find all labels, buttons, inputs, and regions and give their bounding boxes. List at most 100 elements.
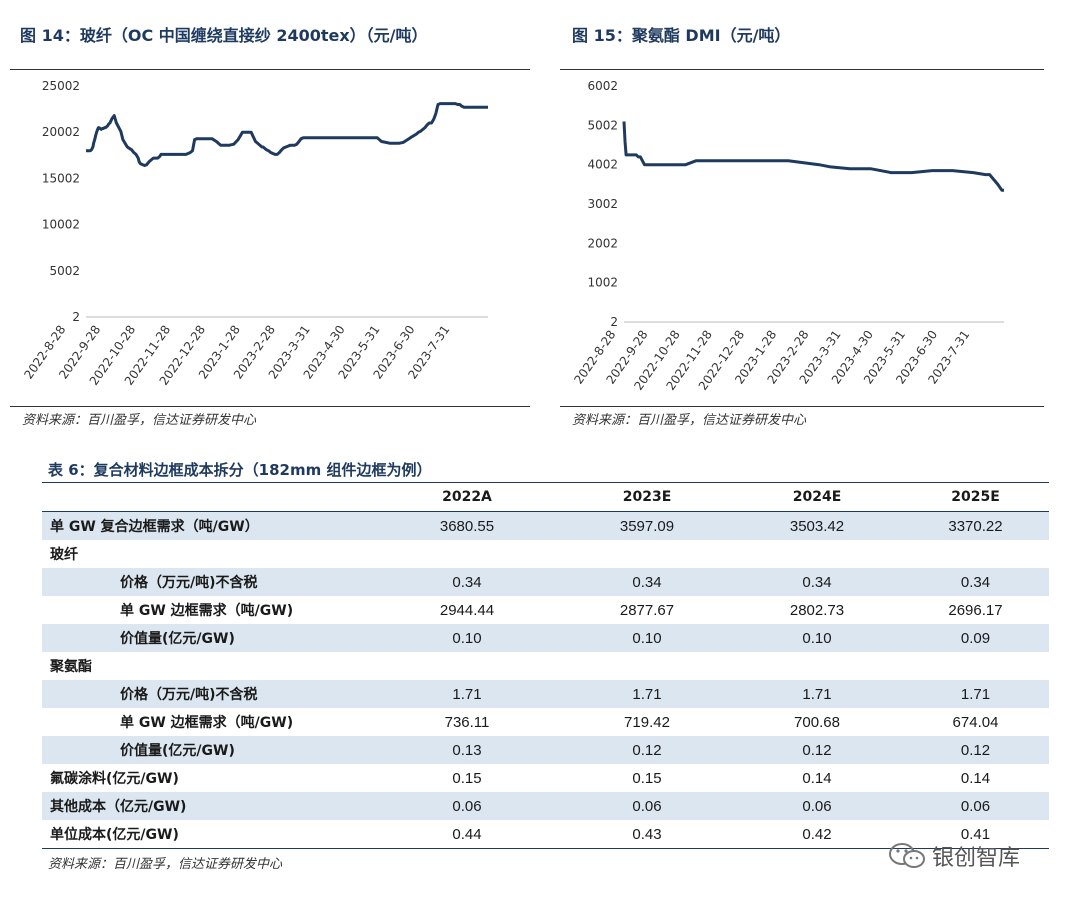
table-cell [372, 652, 562, 680]
y-tick-label: 5002 [587, 118, 618, 132]
table-cell: 0.41 [902, 820, 1049, 849]
figure-14-chart: 25002200021500210002500222022-8-282022-9… [21, 79, 488, 388]
figure-15-source: 资料来源：百川盈孚，信达证券研发中心 [572, 413, 807, 428]
table-cell: 3503.42 [732, 511, 902, 540]
row-label: 氟碳涂料(亿元/GW) [50, 771, 179, 787]
y-tick-label: 2002 [587, 236, 618, 250]
table-cell: 0.06 [732, 792, 902, 820]
figure-15-bottom-rule [560, 406, 1044, 407]
table-cell: 1.71 [372, 680, 562, 708]
row-label: 单 GW 边框需求（吨/GW) [120, 715, 294, 731]
table-cell: 3370.22 [902, 511, 1049, 540]
table-cell [562, 540, 732, 568]
table-cell [562, 652, 732, 680]
table-row: 价值量(亿元/GW) 0.13 0.12 0.12 0.12 [42, 736, 1049, 764]
table-cell: 1.71 [562, 680, 732, 708]
table-cell: 719.42 [624, 713, 670, 731]
row-label: 单 GW 复合边框需求（吨/GW） [42, 511, 372, 540]
figure-14-bottom-rule [10, 406, 530, 407]
table-cell: 0.09 [902, 624, 1049, 652]
table-row: 价格（万元/吨)不含税 0.34 0.34 0.34 0.34 [42, 568, 1049, 596]
table-cell: 0.34 [562, 568, 732, 596]
header-cell [42, 482, 372, 512]
y-tick-label: 20002 [42, 125, 80, 139]
table-cell [732, 652, 902, 680]
y-tick-label: 2 [610, 315, 618, 329]
table-cell: 1.71 [732, 680, 902, 708]
figure-15-title: 图 15：聚氨酯 DMI（元/吨） [572, 26, 791, 45]
row-label: 价格（万元/吨)不含税 [42, 568, 372, 596]
table-row: 其他成本（亿元/GW) 0.06 0.06 0.06 0.06 [42, 792, 1049, 820]
row-label: 玻纤 [50, 547, 78, 563]
price-series-line [86, 102, 488, 167]
table-cell: 0.15 [632, 769, 662, 787]
table-cell: 0.10 [562, 624, 732, 652]
table-cell: 3680.55 [372, 511, 562, 540]
watermark-text: 银创智库 [932, 846, 1021, 871]
table-cell: 0.12 [902, 736, 1049, 764]
table-row: 单位成本(亿元/GW) 0.44 0.43 0.42 0.41 [42, 820, 1049, 849]
table-cell: 0.10 [732, 624, 902, 652]
table-cell: 0.13 [372, 736, 562, 764]
row-label: 价值量(亿元/GW) [42, 624, 372, 652]
figure-14-top-rule [10, 69, 530, 70]
price-series-line [622, 121, 1004, 192]
table-cell: 736.11 [444, 713, 490, 731]
row-label: 价格（万元/吨)不含税 [42, 680, 372, 708]
table-cell: 700.68 [794, 713, 840, 731]
wechat-icon [888, 841, 928, 877]
table-cell: 0.06 [562, 792, 732, 820]
y-tick-label: 10002 [42, 218, 80, 232]
table-row: 聚氨酯 [42, 652, 1049, 680]
row-label: 单 GW 边框需求（吨/GW) [120, 603, 294, 619]
figure-14-source: 资料来源：百川盈孚，信达证券研发中心 [22, 413, 257, 428]
watermark: 银创智库 [888, 840, 1020, 877]
table-cell: 0.06 [902, 792, 1049, 820]
table-row: 单 GW 边框需求（吨/GW) 2944.44 2877.67 2802.73 2696… [42, 596, 1049, 624]
table-cell: 1.71 [902, 680, 1049, 708]
table-row: 价格（万元/吨)不含税 1.71 1.71 1.71 1.71 [42, 680, 1049, 708]
table-row: 氟碳涂料(亿元/GW) 0.15 0.15 0.14 0.14 [42, 764, 1049, 792]
table-6-source: 资料来源：百川盈孚，信达证券研发中心 [48, 857, 283, 872]
cost-breakdown-table: 2022A 2023E 2024E 2025E 单 GW 复合边框需求（吨/GW… [42, 482, 1049, 849]
table-row: 价值量(亿元/GW) 0.10 0.10 0.10 0.09 [42, 624, 1049, 652]
table-cell: 0.34 [902, 568, 1049, 596]
y-tick-label: 4002 [587, 158, 618, 172]
table-cell: 0.44 [372, 820, 562, 849]
y-tick-label: 6002 [587, 79, 618, 93]
figure-15-chart: 60025002400230022002100222022-8-282022-9… [571, 79, 1004, 393]
table-cell: 0.12 [732, 736, 902, 764]
y-tick-label: 5002 [49, 264, 80, 278]
row-label: 聚氨酯 [50, 659, 92, 675]
table-row: 单 GW 边框需求（吨/GW) 736.11 719.42 700.68 674.04 [42, 708, 1049, 736]
header-cell: 2023E [562, 482, 732, 512]
header-cell: 2024E [732, 482, 902, 512]
y-tick-label: 15002 [42, 171, 80, 185]
figure-14-title: 图 14：玻纤（OC 中国缠绕直接纱 2400tex）（元/吨） [20, 26, 428, 45]
table-cell [902, 652, 1049, 680]
table-cell: 0.12 [562, 736, 732, 764]
row-label: 价值量(亿元/GW) [42, 736, 372, 764]
table-cell: 0.14 [802, 769, 832, 787]
header-cell: 2025E [902, 482, 1049, 512]
table-cell: 2877.67 [619, 601, 675, 619]
table-header-row: 2022A 2023E 2024E 2025E [42, 482, 1049, 512]
table-cell: 2802.73 [789, 601, 845, 619]
table-6-title: 表 6：复合材料边框成本拆分（182mm 组件边框为例） [48, 461, 432, 479]
table-cell: 0.14 [960, 769, 991, 787]
table-cell: 0.34 [372, 568, 562, 596]
table-cell: 674.04 [952, 713, 999, 731]
table-cell: 2944.44 [439, 601, 495, 619]
row-label: 单位成本(亿元/GW) [42, 820, 372, 849]
y-tick-label: 2 [72, 310, 80, 324]
table-cell: 0.06 [372, 792, 562, 820]
figure-15-top-rule [560, 69, 1044, 70]
table-row: 玻纤 [42, 540, 1049, 568]
row-label: 其他成本（亿元/GW) [42, 792, 372, 820]
table-row: 单 GW 复合边框需求（吨/GW） 3680.55 3597.09 3503.42 33… [42, 511, 1049, 540]
table-cell: 0.43 [562, 820, 732, 849]
table-cell: 0.42 [732, 820, 902, 849]
y-tick-label: 25002 [42, 79, 80, 93]
table-cell: 2696.17 [948, 601, 1003, 619]
table-cell [902, 540, 1049, 568]
